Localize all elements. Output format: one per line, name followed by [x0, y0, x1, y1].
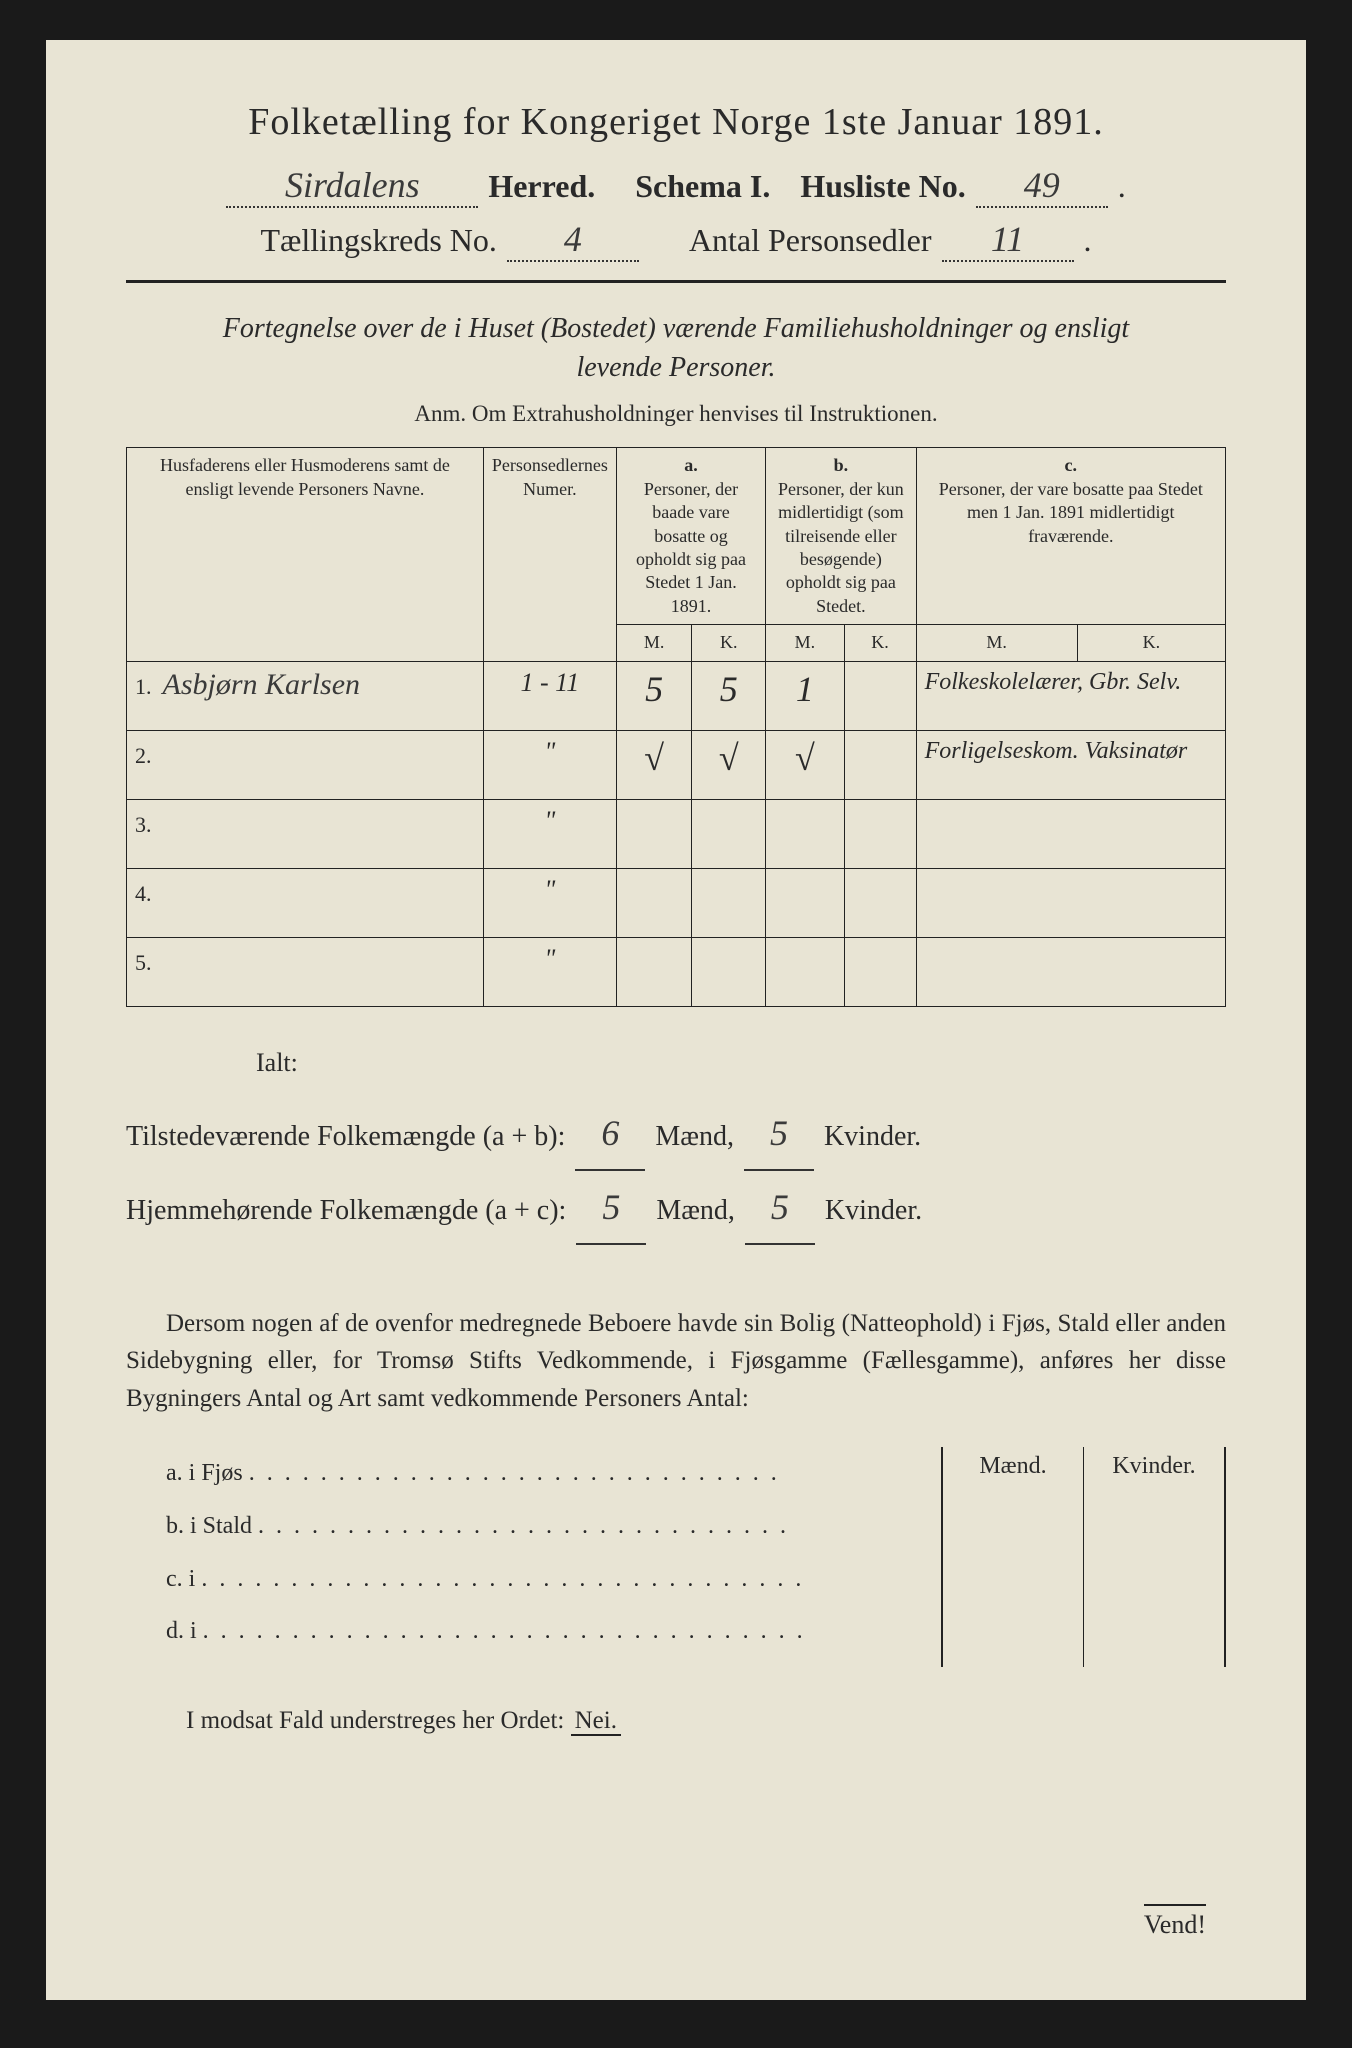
row-bm [766, 868, 844, 937]
row-num: " [483, 730, 616, 799]
row-bk [844, 868, 916, 937]
tilstede-m: 6 [575, 1097, 645, 1171]
ialt-label: Ialt: [256, 1037, 1226, 1089]
row-am [616, 937, 691, 1006]
maend-col: Mænd. [943, 1447, 1084, 1667]
row-note [916, 799, 1225, 868]
row-bm: 1 [766, 661, 844, 730]
row-name: 3. [127, 799, 484, 868]
col-header-num: Personsedlernes Numer. [483, 448, 616, 661]
col-a-m: M. [616, 625, 691, 661]
row-name: 5. [127, 937, 484, 1006]
kreds-label: Tællingskreds No. [260, 222, 496, 259]
herred-value: Sirdalens [226, 164, 478, 208]
col-c-m: M. [916, 625, 1077, 661]
building-block: a. i Fjøs . . . . . . . . . . . . . . . … [126, 1447, 1226, 1667]
row-note: Forligelseskom. Vaksinatør [916, 730, 1225, 799]
building-c: c. i . . . . . . . . . . . . . . . . . .… [166, 1553, 921, 1606]
vend-label: Vend! [1144, 1904, 1206, 1940]
row-am: 5 [616, 661, 691, 730]
table-row: 4. " [127, 868, 1226, 937]
col-b-m: M. [766, 625, 844, 661]
col-header-name: Husfaderens eller Husmoderens samt de en… [127, 448, 484, 661]
building-b: b. i Stald . . . . . . . . . . . . . . .… [166, 1500, 921, 1553]
anm-note: Anm. Om Extrahusholdninger henvises til … [126, 401, 1226, 427]
tilstede-k: 5 [744, 1097, 814, 1171]
row-am: √ [616, 730, 691, 799]
building-a: a. i Fjøs . . . . . . . . . . . . . . . … [166, 1447, 921, 1500]
col-b-k: K. [844, 625, 916, 661]
census-table: Husfaderens eller Husmoderens samt de en… [126, 447, 1226, 1006]
row-name: 4. [127, 868, 484, 937]
col-a-k: K. [692, 625, 766, 661]
census-form-page: Folketælling for Kongeriget Norge 1ste J… [46, 40, 1306, 2000]
col-header-c: c. Personer, der vare bosatte paa Stedet… [916, 448, 1225, 625]
row-ak: √ [692, 730, 766, 799]
kreds-value: 4 [507, 218, 639, 262]
row-note [916, 937, 1225, 1006]
table-row: 5. " [127, 937, 1226, 1006]
row-num: " [483, 868, 616, 937]
totals-row-2: Hjemmehørende Folkemængde (a + c): 5 Mæn… [126, 1171, 1226, 1245]
building-paragraph: Dersom nogen af de ovenfor medregnede Be… [126, 1305, 1226, 1418]
col-header-a: a. Personer, der baade vare bosatte og o… [616, 448, 765, 625]
table-row: 2. "√√√Forligelseskom. Vaksinatør [127, 730, 1226, 799]
building-list: a. i Fjøs . . . . . . . . . . . . . . . … [126, 1447, 921, 1667]
husliste-value: 49 [976, 164, 1108, 208]
row-ak [692, 799, 766, 868]
row-ak [692, 868, 766, 937]
antal-label: Antal Personsedler [689, 222, 932, 259]
col-c-k: K. [1077, 625, 1225, 661]
row-note: Folkeskolelærer, Gbr. Selv. [916, 661, 1225, 730]
row-ak [692, 937, 766, 1006]
header-row-1: Sirdalens Herred. Schema I. Husliste No.… [126, 164, 1226, 208]
totals-row-1: Tilstedeværende Folkemængde (a + b): 6 M… [126, 1097, 1226, 1171]
table-row: 1. Asbjørn Karlsen1 - 11551Folkeskolelær… [127, 661, 1226, 730]
row-am [616, 868, 691, 937]
kvinder-col: Kvinder. [1084, 1447, 1226, 1667]
row-num: 1 - 11 [483, 661, 616, 730]
row-num: " [483, 799, 616, 868]
row-ak: 5 [692, 661, 766, 730]
row-bm: √ [766, 730, 844, 799]
row-bk [844, 661, 916, 730]
row-bk [844, 799, 916, 868]
row-name: 2. [127, 730, 484, 799]
page-title: Folketælling for Kongeriget Norge 1ste J… [126, 100, 1226, 144]
row-bk [844, 730, 916, 799]
row-num: " [483, 937, 616, 1006]
row-am [616, 799, 691, 868]
subtitle: Fortegnelse over de i Huset (Bostedet) v… [186, 309, 1166, 387]
row-bm [766, 937, 844, 1006]
hjemme-m: 5 [576, 1171, 646, 1245]
husliste-label: Husliste No. [800, 168, 965, 205]
totals-block: Ialt: Tilstedeværende Folkemængde (a + b… [126, 1037, 1226, 1245]
row-bk [844, 937, 916, 1006]
building-d: d. i . . . . . . . . . . . . . . . . . .… [166, 1605, 921, 1658]
schema-label: Schema I. [635, 168, 770, 205]
divider [126, 280, 1226, 283]
header-row-2: Tællingskreds No. 4 Antal Personsedler 1… [126, 218, 1226, 262]
row-bm [766, 799, 844, 868]
row-note [916, 868, 1225, 937]
antal-value: 11 [942, 218, 1074, 262]
mk-box: Mænd. Kvinder. [941, 1447, 1226, 1667]
row-name: 1. Asbjørn Karlsen [127, 661, 484, 730]
col-header-b: b. Personer, der kun midlertidigt (som t… [766, 448, 916, 625]
nei-word: Nei. [571, 1707, 621, 1736]
hjemme-k: 5 [745, 1171, 815, 1245]
table-row: 3. " [127, 799, 1226, 868]
nei-line: I modsat Fald understreges her Ordet: Ne… [126, 1707, 1226, 1735]
herred-label: Herred. [488, 168, 595, 205]
